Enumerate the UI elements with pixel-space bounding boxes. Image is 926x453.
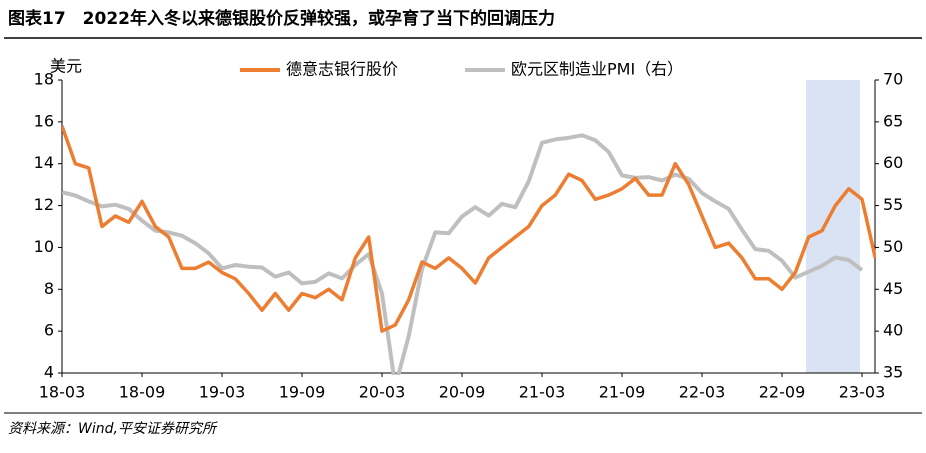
y2-tick-label: 65	[883, 111, 903, 130]
y-tick-label: 18	[34, 70, 54, 89]
y2-tick-label: 60	[883, 153, 903, 172]
series-line	[62, 125, 876, 333]
y-tick-label: 10	[34, 237, 54, 256]
y-axis-label: 美元	[50, 57, 82, 76]
y-tick-label: 16	[34, 111, 54, 130]
highlight-band	[806, 80, 860, 373]
y-tick-label: 12	[34, 195, 54, 214]
x-tick-label: 18-03	[39, 383, 86, 402]
source: 资料来源：Wind,平安证券研究所	[8, 421, 218, 437]
x-tick-label: 23-03	[839, 383, 886, 402]
x-tick-label: 22-03	[679, 383, 726, 402]
plot-area	[62, 125, 876, 375]
y-tick-label: 8	[44, 279, 54, 298]
y-tick-label: 14	[34, 153, 54, 172]
x-tick-label: 19-09	[279, 383, 326, 402]
y2-tick-label: 55	[883, 195, 903, 214]
x-tick-label: 20-09	[439, 383, 486, 402]
x-tick-label: 21-03	[519, 383, 566, 402]
y2-tick-label: 35	[883, 363, 903, 382]
y2-tick-label: 70	[883, 70, 903, 89]
x-tick-label: 22-09	[759, 383, 806, 402]
chart-title: 图表17 2022年入冬以来德银股价反弹较强，或孕育了当下的回调压力	[8, 8, 555, 29]
y2-tick-label: 45	[883, 279, 903, 298]
x-tick-label: 18-09	[119, 383, 166, 402]
y-tick-label: 4	[44, 363, 54, 382]
legend-label: 德意志银行股价	[286, 60, 398, 79]
y2-tick-label: 50	[883, 237, 903, 256]
legend-label: 欧元区制造业PMI（右）	[511, 60, 683, 79]
x-tick-label: 19-03	[199, 383, 246, 402]
y2-tick-label: 40	[883, 321, 903, 340]
y-tick-label: 6	[44, 321, 54, 340]
x-tick-label: 20-03	[359, 383, 406, 402]
series-line	[62, 133, 864, 375]
x-tick-label: 21-09	[599, 383, 646, 402]
